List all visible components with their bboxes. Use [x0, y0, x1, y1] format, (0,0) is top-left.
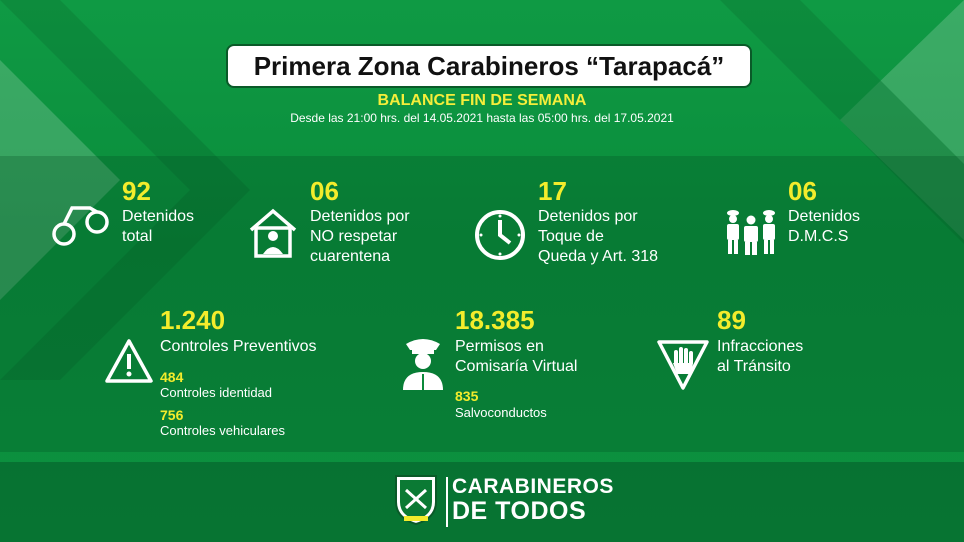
handcuffs-icon — [52, 206, 109, 246]
identidad-value: 484 — [160, 369, 184, 385]
dmcs-label-2: D.M.C.S — [788, 228, 849, 245]
detenidos-total-value: 92 — [122, 176, 151, 206]
detenidos-total-label-1: Detenidos — [122, 208, 195, 225]
brand-line-1: CARABINEROS — [452, 475, 614, 498]
page-title: Primera Zona Carabineros “Tarapacá” — [253, 50, 725, 81]
infracciones-label-2: al Tránsito — [717, 358, 791, 375]
content-band — [0, 156, 964, 452]
cuarentena-label-1: Detenidos por — [310, 208, 410, 225]
footer-band — [0, 462, 964, 542]
carabineros-crest-icon — [395, 475, 437, 526]
police-officer-icon — [403, 339, 443, 390]
salvoconductos-value: 835 — [455, 388, 479, 404]
chevron-decoration-right — [720, 0, 964, 244]
brand-line-2: DE TODOS — [452, 497, 587, 525]
cuarentena-label-2: NO respetar — [310, 228, 398, 245]
controles-label: Controles Preventivos — [160, 338, 317, 355]
chevron-decoration-left — [0, 0, 250, 380]
dmcs-value: 06 — [788, 176, 817, 206]
cuarentena-value: 06 — [310, 176, 339, 206]
identidad-label: Controles identidad — [160, 385, 273, 400]
permisos-label-1: Permisos en — [455, 338, 544, 355]
house-person-icon — [249, 208, 297, 258]
title-box: Primera Zona Carabineros “Tarapacá” — [226, 44, 752, 88]
permisos-value: 18.385 — [455, 305, 535, 335]
vehiculares-label: Controles vehiculares — [160, 423, 286, 438]
vehiculares-value: 756 — [160, 407, 184, 423]
warning-icon — [105, 339, 153, 383]
officers-icon — [727, 210, 775, 255]
toque-queda-value: 17 — [538, 176, 567, 206]
controles-value: 1.240 — [160, 305, 226, 335]
toque-queda-label-1: Detenidos por — [538, 208, 638, 225]
clock-icon — [475, 210, 525, 260]
balance-subtitle: BALANCE FIN DE SEMANA — [377, 92, 587, 109]
dmcs-label-1: Detenidos — [788, 208, 861, 225]
detenidos-total-label-2: total — [122, 228, 153, 245]
permisos-label-2: Comisaría Virtual — [455, 358, 578, 375]
stop-hand-sign-icon — [657, 340, 709, 390]
toque-queda-label-2: Toque de — [538, 228, 604, 245]
infracciones-value: 89 — [717, 305, 746, 335]
salvoconductos-label: Salvoconductos — [455, 405, 547, 420]
cuarentena-label-3: cuarentena — [310, 248, 391, 265]
date-range: Desde las 21:00 hrs. del 14.05.2021 hast… — [290, 111, 674, 125]
brand-divider — [446, 477, 448, 527]
infracciones-label-1: Infracciones — [717, 338, 804, 355]
toque-queda-label-3: Queda y Art. 318 — [538, 248, 659, 265]
brand-logo-text: CARABINEROS DE TODOS — [452, 474, 614, 524]
